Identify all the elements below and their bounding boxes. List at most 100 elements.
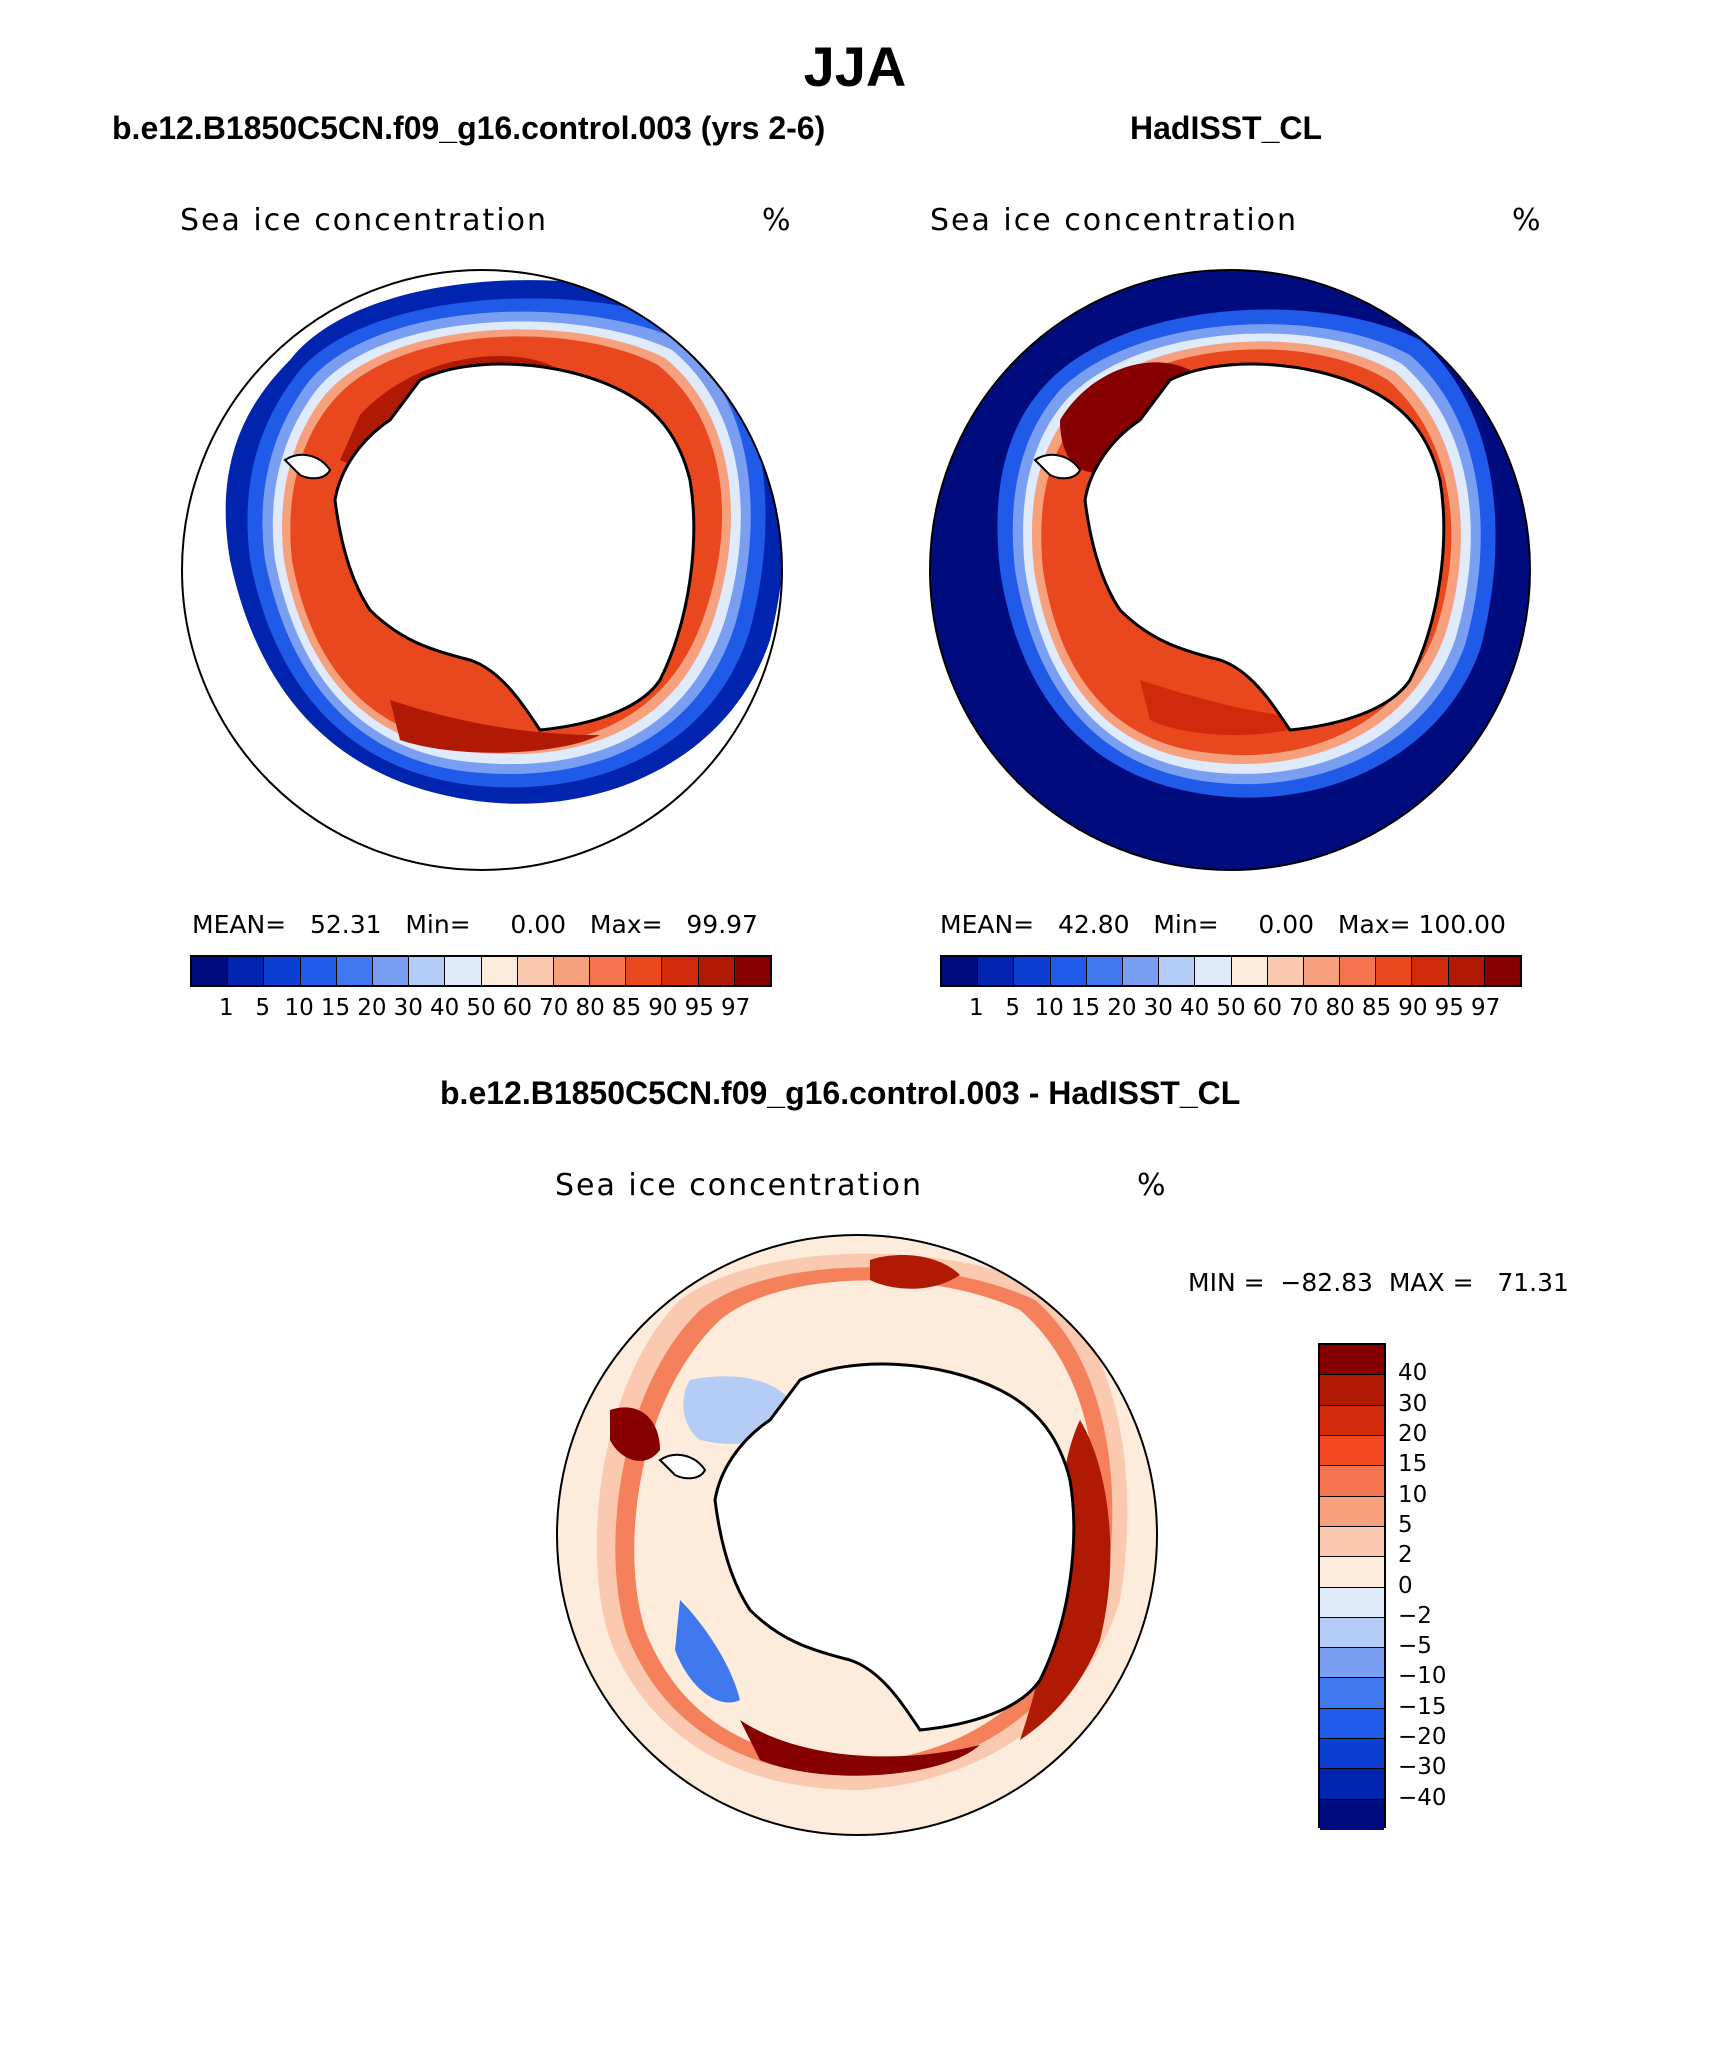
obs-colorbar-cell: [978, 957, 1015, 985]
diff-colorbar-cell: [1320, 1708, 1384, 1740]
diff-colorbar-tick-label: −15: [1398, 1693, 1447, 1720]
diff-colorbar-cell: [1320, 1769, 1384, 1800]
diff-colorbar-ticks: 40 30 20 15 10 5 2 0 −2 −5 −10 −15 −20 −30 −40: [1398, 1343, 1478, 1828]
obs-colorbar-cell: [1448, 957, 1485, 985]
diff-colorbar-tick-label: −10: [1398, 1663, 1447, 1690]
diff-colorbar-tick-label: −40: [1398, 1784, 1447, 1811]
model-panel-label: Sea ice concentration: [180, 203, 549, 238]
model-colorbar-tick-label: 85: [611, 995, 642, 1021]
obs-colorbar-tick-label: 40: [1179, 995, 1210, 1021]
obs-colorbar-cell: [1014, 957, 1051, 985]
model-colorbar-cell: [228, 957, 265, 985]
obs-colorbar-cell: [1122, 957, 1160, 985]
obs-colorbar-tick-label: 15: [1070, 995, 1101, 1021]
model-colorbar-tick-label: 20: [357, 995, 387, 1021]
obs-colorbar-tick-label: 50: [1216, 995, 1246, 1021]
obs-colorbar-tick-label: 20: [1107, 995, 1137, 1021]
model-colorbar-cell: [553, 957, 591, 985]
obs-colorbar-cell: [1484, 957, 1520, 985]
model-colorbar-cell: [409, 957, 446, 985]
obs-colorbar-cell: [1086, 957, 1123, 985]
obs-colorbar: [940, 955, 1522, 987]
diff-colorbar-cell: [1320, 1405, 1384, 1436]
model-colorbar-cell: [481, 957, 518, 985]
model-colorbar-cell: [734, 957, 770, 985]
diff-colorbar-tick-label: −5: [1398, 1633, 1432, 1660]
obs-colorbar-tick-label: 60: [1252, 995, 1283, 1021]
model-colorbar-cell: [300, 957, 337, 985]
obs-colorbar-cell: [1412, 957, 1449, 985]
diff-colorbar-cell: [1320, 1345, 1384, 1376]
model-colorbar-tick-label: 1: [219, 995, 234, 1021]
obs-colorbar-cell: [1376, 957, 1413, 985]
model-colorbar-tick-label: 60: [502, 995, 533, 1021]
obs-colorbar-cell: [1267, 957, 1304, 985]
diff-colorbar-cell: [1320, 1617, 1384, 1649]
obs-panel-label: Sea ice concentration: [930, 203, 1299, 238]
obs-colorbar-tick-label: 5: [1005, 995, 1021, 1021]
model-colorbar: [190, 955, 772, 987]
diff-colorbar-tick-label: 2: [1398, 1542, 1413, 1569]
model-colorbar-tick-label: 70: [539, 995, 569, 1021]
obs-colorbar-tick-label: 95: [1434, 995, 1464, 1021]
diff-colorbar-tick-label: 15: [1398, 1451, 1428, 1478]
model-panel-units: %: [762, 203, 793, 238]
obs-colorbar-cell: [1231, 957, 1268, 985]
diff-colorbar-tick-label: 10: [1398, 1481, 1428, 1508]
diff-panel-units: %: [1137, 1168, 1168, 1203]
model-ice-field: [182, 270, 782, 870]
model-colorbar-cell: [698, 957, 735, 985]
model-colorbar-tick-label: 15: [320, 995, 351, 1021]
model-colorbar-tick-label: 5: [255, 995, 271, 1021]
obs-colorbar-cell: [1195, 957, 1232, 985]
diff-colorbar-cell: [1320, 1557, 1384, 1588]
diff-colorbar-tick-label: −30: [1398, 1754, 1447, 1781]
diff-colorbar-cell: [1320, 1375, 1384, 1406]
diff-colorbar-tick-label: −2: [1398, 1602, 1432, 1629]
obs-colorbar-cell: [1303, 957, 1341, 985]
diff-colorbar-tick-label: 5: [1398, 1511, 1413, 1538]
diff-colorbar-cell: [1320, 1587, 1384, 1618]
model-stats: MEAN= 52.31 Min= 0.00 Max= 99.97: [192, 910, 758, 939]
obs-colorbar-ticks: 1 5 10 15 20 30 40 50 60 70 80 85 90 95 97: [940, 995, 1522, 1023]
model-colorbar-tick-label: 30: [393, 995, 423, 1021]
obs-colorbar-tick-label: 97: [1470, 995, 1501, 1021]
figure-title: JJA: [803, 35, 907, 98]
obs-colorbar-tick-label: 10: [1034, 995, 1064, 1021]
diff-panel-label: Sea ice concentration: [555, 1168, 924, 1203]
obs-colorbar-tick-label: 80: [1325, 995, 1355, 1021]
diff-ice-field: [557, 1235, 1157, 1835]
diff-colorbar-cell: [1320, 1435, 1384, 1467]
diff-colorbar-tick-label: 20: [1398, 1420, 1428, 1447]
diff-colorbar-tick-label: 40: [1398, 1360, 1428, 1387]
obs-panel-units: %: [1512, 203, 1543, 238]
diff-colorbar-cell: [1320, 1648, 1384, 1679]
model-colorbar-cell: [372, 957, 410, 985]
model-title: b.e12.B1850C5CN.f09_g16.control.003 (yrs…: [112, 110, 826, 146]
model-colorbar-tick-label: 50: [466, 995, 496, 1021]
obs-colorbar-cell: [1340, 957, 1377, 985]
diff-colorbar: [1318, 1343, 1386, 1830]
obs-colorbar-tick-label: 85: [1361, 995, 1392, 1021]
model-colorbar-tick-label: 10: [284, 995, 314, 1021]
diff-colorbar-tick-label: 30: [1398, 1390, 1428, 1417]
obs-colorbar-cell: [942, 957, 979, 985]
model-colorbar-tick-label: 80: [575, 995, 605, 1021]
obs-colorbar-tick-label: 30: [1143, 995, 1173, 1021]
model-colorbar-cell: [626, 957, 663, 985]
obs-colorbar-tick-label: 70: [1289, 995, 1319, 1021]
model-colorbar-cell: [517, 957, 554, 985]
model-colorbar-cell: [445, 957, 482, 985]
diff-title: b.e12.B1850C5CN.f09_g16.control.003 - Ha…: [440, 1075, 1241, 1111]
model-colorbar-ticks: 1 5 10 15 20 30 40 50 60 70 80 85 90 95 97: [190, 995, 772, 1023]
diff-colorbar-cell: [1320, 1678, 1384, 1709]
obs-colorbar-tick-label: 90: [1398, 995, 1428, 1021]
diff-colorbar-tick-label: −20: [1398, 1724, 1447, 1751]
diff-colorbar-cell: [1320, 1496, 1384, 1527]
diff-colorbar-cell: [1320, 1799, 1384, 1830]
model-colorbar-cell: [662, 957, 699, 985]
model-colorbar-tick-label: 40: [429, 995, 460, 1021]
diff-stats: MIN = −82.83 MAX = 71.31: [1188, 1268, 1569, 1297]
model-colorbar-cell: [264, 957, 301, 985]
